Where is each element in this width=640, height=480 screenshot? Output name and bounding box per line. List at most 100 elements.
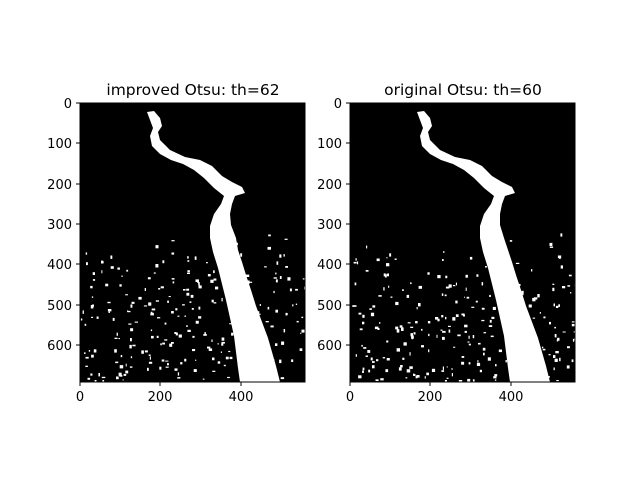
noise-speck (367, 350, 371, 353)
noise-speck (262, 380, 264, 382)
noise-speck (560, 233, 563, 237)
noise-speck (363, 347, 367, 349)
noise-speck (395, 301, 399, 306)
noise-speck (493, 376, 497, 379)
noise-speck (366, 245, 368, 249)
noise-speck (98, 373, 100, 377)
noise-speck (229, 323, 233, 325)
noise-speck (510, 311, 513, 315)
noise-speck (213, 270, 215, 274)
noise-speck (461, 313, 465, 316)
noise-speck (525, 378, 527, 382)
noise-speck (229, 356, 233, 360)
noise-speck (120, 355, 123, 358)
noise-speck (542, 348, 546, 351)
noise-speck (410, 326, 414, 328)
noise-speck (451, 373, 453, 377)
noise-speck (215, 286, 219, 290)
noise-speck (562, 331, 566, 333)
noise-speck (523, 337, 526, 341)
noise-speck (247, 358, 249, 361)
noise-speck (495, 364, 497, 367)
noise-speck (231, 332, 234, 336)
noise-speck (549, 321, 551, 325)
noise-speck (267, 306, 270, 310)
noise-speck (227, 291, 230, 294)
noise-speck (572, 338, 575, 342)
noise-speck (467, 341, 470, 343)
noise-speck (255, 312, 258, 315)
noise-speck (187, 329, 191, 332)
noise-speck (129, 366, 133, 368)
noise-speck (105, 283, 109, 287)
noise-speck (505, 280, 507, 283)
noise-speck (184, 358, 187, 362)
noise-speck (378, 295, 382, 297)
noise-speck (144, 288, 146, 291)
noise-speck (292, 304, 294, 307)
noise-speck (114, 349, 117, 353)
noise-speck (413, 374, 416, 376)
noise-speck (160, 286, 164, 289)
noise-speck (159, 366, 162, 370)
noise-speck (483, 332, 487, 334)
noise-speck (141, 350, 144, 354)
noise-speck (372, 361, 375, 363)
noise-speck (355, 354, 357, 357)
noise-speck (481, 307, 485, 310)
noise-speck (409, 366, 413, 369)
noise-speck (487, 357, 491, 361)
noise-speck (127, 310, 129, 313)
noise-speck (521, 290, 524, 294)
noise-speck (225, 290, 229, 292)
noise-speck (299, 348, 303, 351)
noise-speck (468, 362, 471, 365)
noise-speck (386, 263, 390, 267)
noise-speck (240, 253, 243, 257)
noise-speck (148, 354, 151, 356)
noise-speck (519, 317, 522, 321)
noise-speck (520, 311, 524, 313)
noise-speck (177, 372, 180, 376)
noise-speck (413, 332, 416, 335)
noise-speck (539, 358, 543, 360)
noise-speck (492, 306, 496, 310)
noise-speck (398, 367, 402, 371)
noise-speck (555, 305, 559, 308)
noise-speck (96, 316, 99, 319)
noise-speck (574, 284, 578, 287)
noise-speck (362, 370, 364, 373)
noise-speck (365, 270, 369, 272)
noise-speck (435, 317, 439, 320)
noise-speck (80, 318, 83, 321)
noise-speck (437, 275, 441, 279)
y-tick-label: 0 (64, 97, 72, 112)
noise-speck (150, 311, 153, 314)
noise-speck (448, 325, 451, 327)
noise-speck (498, 287, 502, 290)
noise-speck (521, 293, 524, 296)
noise-speck (301, 329, 305, 333)
noise-speck (223, 364, 226, 367)
noise-speck (520, 368, 523, 372)
noise-speck (415, 321, 418, 324)
noise-speck (445, 275, 448, 279)
noise-speck (151, 335, 154, 339)
noise-speck (171, 252, 175, 255)
noise-speck (352, 305, 355, 307)
noise-speck (468, 343, 471, 346)
noise-speck (476, 274, 479, 277)
noise-speck (406, 294, 410, 298)
noise-speck (481, 319, 485, 322)
noise-speck (114, 337, 118, 339)
noise-speck (217, 361, 221, 364)
noise-speck (552, 283, 555, 285)
noise-speck (250, 321, 253, 326)
noise-speck (259, 304, 261, 306)
noise-speck (279, 359, 282, 364)
noise-speck (117, 267, 120, 270)
noise-speck (279, 254, 282, 258)
noise-speck (190, 294, 194, 298)
noise-speck (416, 375, 420, 378)
noise-speck (266, 366, 269, 369)
